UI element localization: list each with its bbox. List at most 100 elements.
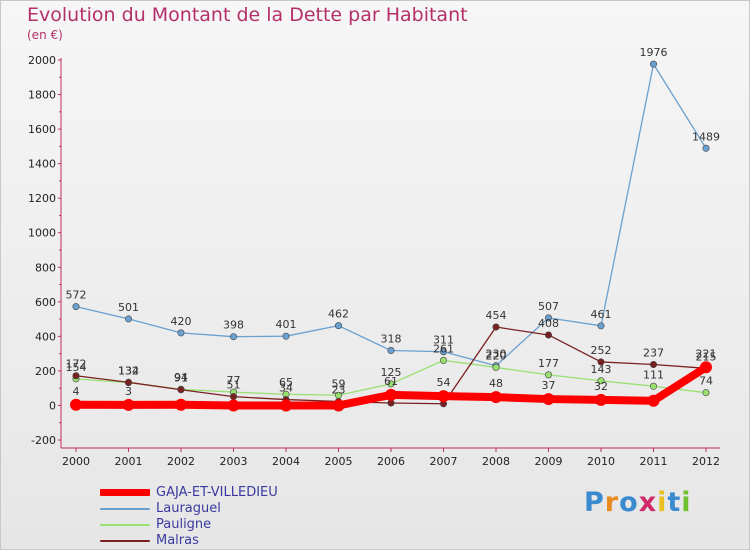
- data-label: 23: [332, 383, 346, 396]
- data-label: 454: [486, 309, 507, 322]
- data-label: 501: [118, 301, 139, 314]
- x-tick-label: 2007: [430, 455, 458, 468]
- data-label: 221: [696, 347, 717, 360]
- data-point: [230, 393, 238, 401]
- data-point: [544, 331, 552, 339]
- data-point: [492, 323, 500, 331]
- data-point: [227, 399, 240, 412]
- data-label: 420: [171, 315, 192, 328]
- data-label: 154: [66, 361, 87, 374]
- data-label: 61: [384, 375, 398, 388]
- series-points: [70, 60, 712, 412]
- data-point: [72, 303, 80, 311]
- y-tick-label: 1000: [28, 227, 56, 240]
- data-label: 461: [591, 308, 612, 321]
- y-tick-label: 800: [35, 261, 56, 274]
- data-point: [700, 361, 712, 374]
- x-tick-label: 2006: [377, 455, 405, 468]
- data-point: [387, 380, 395, 388]
- data-label: 261: [433, 342, 454, 355]
- y-tick-label: 1400: [28, 158, 56, 171]
- chart-title: Evolution du Montant de la Dette par Hab…: [27, 4, 468, 26]
- legend-item: Lauraguel: [100, 501, 360, 517]
- data-point: [439, 356, 447, 364]
- x-tick-label: 2000: [62, 455, 90, 468]
- data-point: [70, 398, 82, 411]
- x-tick-label: 2012: [692, 455, 720, 468]
- chart-subtitle: (en €): [27, 28, 63, 42]
- data-point: [122, 398, 135, 411]
- data-label: 54: [437, 376, 451, 389]
- data-point: [125, 315, 133, 323]
- data-label: 48: [489, 377, 503, 390]
- axes: -200 0 200 400 600 800 1000 1200 1400 1600 1800 200…: [28, 54, 720, 468]
- x-tick-label: 2001: [115, 455, 143, 468]
- data-label: 408: [538, 317, 559, 330]
- data-label: 172: [66, 358, 87, 371]
- data-point: [702, 144, 710, 152]
- data-point: [597, 377, 605, 385]
- x-tick-label: 2003: [220, 455, 248, 468]
- data-point: [177, 329, 185, 337]
- data-point: [597, 358, 605, 366]
- data-point: [649, 382, 657, 390]
- legend-swatch: [100, 489, 150, 496]
- data-point: [649, 361, 657, 369]
- legend-label: Pauligne: [156, 517, 212, 532]
- data-label: 220: [486, 349, 507, 362]
- data-label: 398: [223, 319, 244, 332]
- series-lines: [75, 63, 709, 410]
- x-tick-label: 2009: [535, 455, 563, 468]
- y-tick-label: 600: [35, 296, 56, 309]
- data-label: 132: [118, 365, 139, 378]
- legend-item: GAJA-ET-VILLEDIEU: [100, 485, 360, 501]
- data-label: 134: [118, 364, 139, 377]
- x-tick-label: 2004: [272, 455, 300, 468]
- data-point: [439, 348, 447, 356]
- x-tick-label: 2008: [482, 455, 510, 468]
- data-label: 32: [594, 380, 608, 393]
- data-point: [597, 322, 605, 330]
- data-label: 177: [538, 357, 559, 370]
- data-point: [125, 378, 133, 386]
- data-label: 51: [227, 379, 241, 392]
- data-point: [542, 393, 555, 406]
- data-label: 37: [542, 379, 556, 392]
- data-label: 215: [696, 350, 717, 363]
- data-point: [282, 332, 290, 340]
- data-label: 65: [279, 376, 293, 389]
- data-point: [490, 391, 502, 404]
- y-tick-label: 1600: [28, 123, 56, 136]
- y-tick-label: 2000: [28, 54, 56, 67]
- data-label: 572: [66, 289, 87, 302]
- data-point: [385, 388, 397, 401]
- data-label: 91: [174, 372, 188, 385]
- data-label: 230: [486, 348, 507, 361]
- y-tick-label: 1200: [28, 192, 56, 205]
- data-label: 74: [699, 375, 713, 388]
- data-label: 507: [538, 300, 559, 313]
- data-label: 311: [433, 334, 454, 347]
- data-point: [595, 393, 607, 406]
- data-label: 1976: [640, 46, 668, 59]
- y-tick-label: 400: [35, 330, 56, 343]
- data-point: [647, 394, 660, 407]
- legend-label: Lauraguel: [156, 501, 221, 516]
- y-tick-label: 200: [35, 365, 56, 378]
- data-point: [702, 389, 710, 397]
- data-point: [177, 386, 185, 394]
- y-tick-label: -200: [31, 434, 56, 447]
- x-tick-label: 2011: [640, 455, 668, 468]
- data-point: [230, 333, 238, 341]
- data-point: [649, 60, 657, 68]
- data-point: [544, 371, 552, 379]
- legend-swatch: [100, 508, 150, 510]
- data-label: 4: [73, 385, 80, 398]
- data-label: 462: [328, 308, 349, 321]
- data-label: 3: [125, 385, 132, 398]
- data-label: 318: [381, 333, 402, 346]
- data-label: 111: [643, 368, 664, 381]
